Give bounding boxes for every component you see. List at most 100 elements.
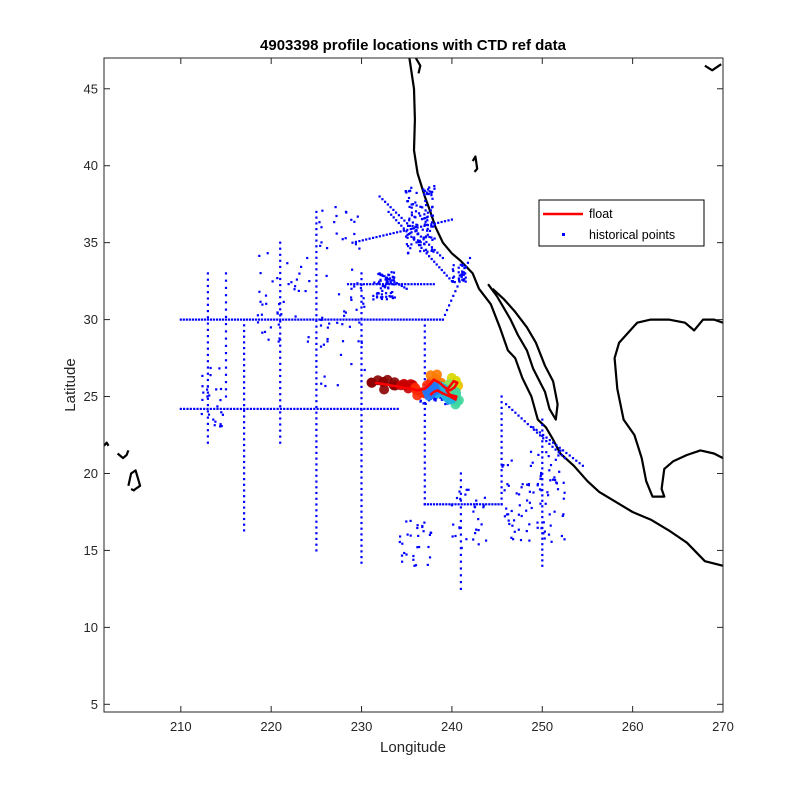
- historical-point: [206, 316, 209, 319]
- historical-point: [224, 279, 228, 282]
- historical-point: [430, 236, 433, 239]
- historical-point: [243, 512, 246, 515]
- historical-point: [426, 318, 429, 321]
- historical-point: [459, 486, 462, 489]
- historical-point: [551, 478, 555, 481]
- historical-point: [457, 266, 460, 269]
- historical-point: [330, 318, 333, 321]
- historical-point: [368, 237, 371, 240]
- historical-point: [224, 323, 228, 326]
- historical-point: [360, 300, 363, 303]
- historical-point: [315, 428, 318, 431]
- historical-point: [279, 271, 282, 275]
- historical-point: [218, 318, 222, 321]
- historical-point: [206, 284, 209, 288]
- historical-point: [460, 546, 463, 549]
- historical-point: [518, 504, 521, 507]
- historical-point: [243, 364, 246, 367]
- float-profile-marker: [432, 369, 442, 380]
- historical-point: [359, 286, 362, 290]
- historical-point: [315, 210, 318, 213]
- historical-point: [556, 488, 560, 491]
- historical-point: [433, 223, 436, 226]
- historical-point: [426, 227, 429, 230]
- historical-point: [243, 517, 246, 521]
- historical-point: [410, 186, 413, 189]
- historical-point: [315, 417, 318, 420]
- historical-point: [421, 206, 424, 209]
- historical-point: [353, 285, 356, 288]
- historical-point: [416, 283, 419, 286]
- historical-point: [279, 368, 282, 372]
- historical-point: [581, 464, 584, 467]
- historical-point: [319, 407, 322, 410]
- historical-point: [219, 399, 222, 402]
- historical-point: [315, 285, 318, 288]
- historical-point: [339, 407, 343, 410]
- historical-point: [206, 397, 209, 400]
- historical-point: [203, 407, 206, 410]
- historical-point: [362, 283, 365, 286]
- historical-point: [464, 493, 467, 496]
- historical-point: [403, 551, 406, 555]
- historical-point: [416, 233, 419, 236]
- historical-point: [360, 272, 363, 275]
- historical-point: [282, 300, 285, 303]
- historical-point: [356, 407, 359, 410]
- historical-point: [469, 503, 472, 506]
- historical-point: [539, 434, 542, 437]
- historical-point: [389, 206, 392, 209]
- historical-point: [360, 283, 363, 286]
- historical-point: [381, 296, 384, 299]
- historical-point: [243, 392, 246, 395]
- historical-point: [279, 362, 282, 365]
- historical-point: [541, 543, 544, 546]
- historical-point: [379, 287, 382, 290]
- historical-point: [348, 318, 351, 321]
- historical-point: [423, 249, 426, 252]
- y-tick-label: 30: [84, 312, 98, 327]
- historical-point: [441, 256, 444, 260]
- historical-point: [542, 532, 545, 535]
- historical-point: [206, 347, 209, 350]
- historical-point: [538, 431, 541, 434]
- historical-point: [423, 479, 426, 482]
- historical-point: [186, 407, 189, 410]
- historical-point: [362, 297, 365, 300]
- historical-point: [426, 215, 429, 218]
- historical-point: [321, 316, 324, 319]
- x-tick-label: 260: [622, 719, 644, 734]
- historical-point: [532, 426, 535, 429]
- historical-point: [360, 340, 363, 343]
- historical-point: [405, 318, 408, 321]
- historical-point: [416, 239, 420, 242]
- historical-point: [410, 206, 413, 209]
- historical-point: [294, 315, 297, 318]
- historical-point: [360, 504, 363, 508]
- historical-point: [224, 272, 228, 275]
- historical-point: [423, 407, 426, 411]
- historical-point: [459, 506, 462, 509]
- coastline: [127, 469, 142, 492]
- historical-point: [505, 507, 508, 510]
- historical-point: [315, 273, 318, 277]
- historical-point: [315, 382, 318, 386]
- historical-point: [360, 278, 363, 281]
- historical-point: [402, 229, 405, 232]
- historical-point: [372, 236, 375, 239]
- historical-point: [315, 480, 318, 483]
- historical-point: [363, 305, 366, 308]
- historical-point: [206, 341, 209, 344]
- historical-point: [315, 354, 318, 357]
- historical-point: [386, 278, 389, 281]
- historical-point: [335, 214, 338, 218]
- historical-point: [277, 340, 280, 343]
- historical-point: [541, 548, 544, 551]
- historical-point: [258, 318, 261, 321]
- historical-point: [428, 533, 431, 536]
- historical-point: [410, 214, 413, 217]
- float-profile-marker: [366, 377, 377, 388]
- historical-point: [291, 318, 294, 321]
- historical-point: [423, 348, 426, 351]
- historical-point: [553, 476, 556, 479]
